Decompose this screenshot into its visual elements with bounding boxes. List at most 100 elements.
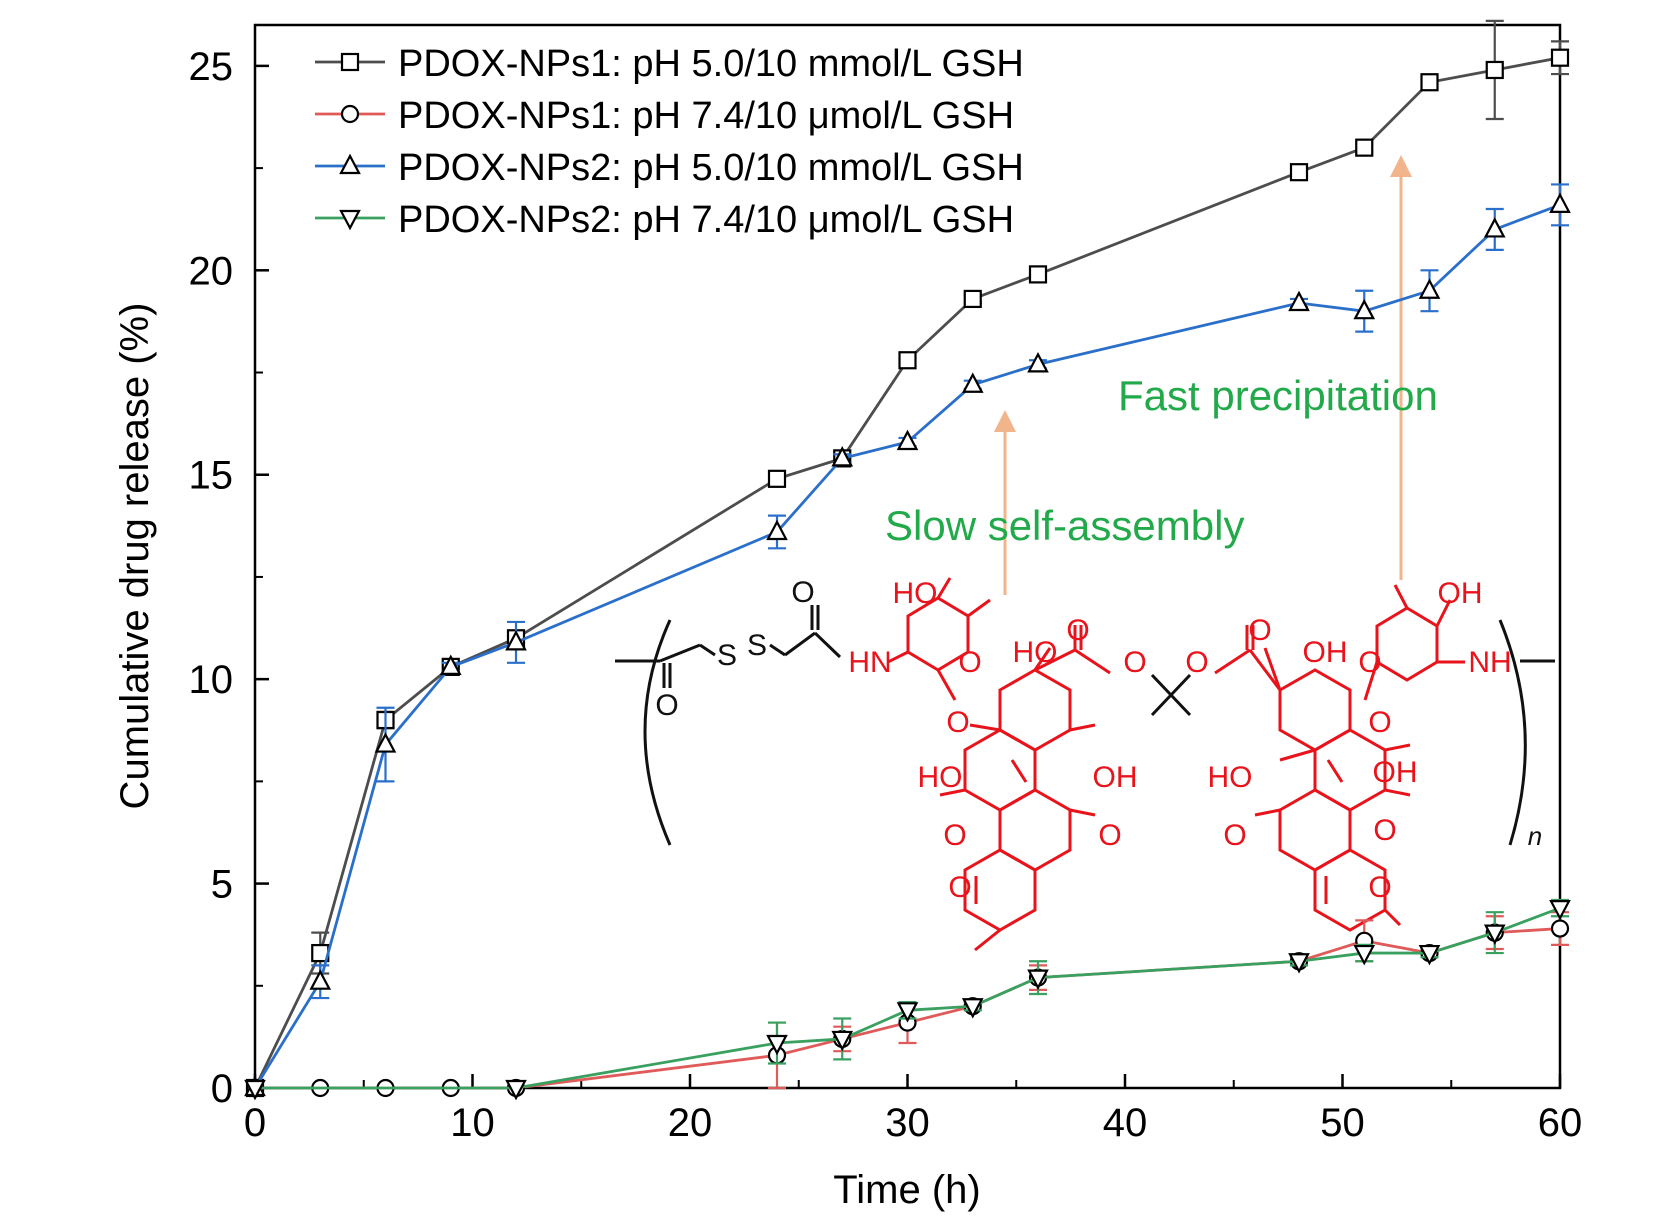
- label-ho-sugar: HO: [893, 577, 938, 610]
- label-o-ether-right: O: [1185, 646, 1208, 679]
- legend: PDOX-NPs1: pH 5.0/10 mmol/L GSH PDOX-NPs1…: [315, 43, 1024, 241]
- legend-entry-2: PDOX-NPs1: pH 7.4/10 μmol/L GSH: [315, 95, 1014, 137]
- data-point: [767, 469, 787, 488]
- data-point: [1027, 351, 1049, 373]
- x-tick-label: 0: [244, 1101, 266, 1145]
- y-tick-label: 10: [189, 658, 234, 702]
- data-point: [1485, 60, 1504, 80]
- data-point: [1288, 953, 1310, 974]
- data-point: [1028, 265, 1048, 284]
- data-point: [766, 1034, 788, 1056]
- data-point: [374, 732, 397, 753]
- data-point: [1027, 969, 1049, 990]
- x-tick-label: 30: [885, 1101, 930, 1145]
- data-point: [1288, 290, 1310, 312]
- series-4: [244, 898, 1571, 1101]
- legend-marker: [339, 153, 361, 175]
- axes-ticks: 0 10 20 30 40 50 60 0 5 10 15 20 25: [189, 45, 1583, 1145]
- data-point: [961, 998, 984, 1019]
- series-3: [244, 183, 1571, 1097]
- x-tick-label: 10: [450, 1101, 495, 1145]
- label-o-link-right: O: [1368, 706, 1391, 739]
- arrow-slow-head: [994, 410, 1016, 432]
- data-point: [1353, 944, 1376, 966]
- structure-labels: O O S S n HN NH HO OH O O O O HO OH O O …: [655, 576, 1542, 904]
- y-tick-label: 0: [211, 1067, 233, 1111]
- label-oh-sugar: OH: [1438, 577, 1483, 610]
- label-s2: S: [747, 629, 767, 662]
- data-point: [1420, 73, 1439, 92]
- label-oh-arom-right: OH: [1373, 756, 1418, 789]
- data-point: [439, 654, 462, 675]
- x-tick-label: 60: [1538, 1101, 1583, 1145]
- legend-entry-3: PDOX-NPs2: pH 5.0/10 mmol/L GSH: [315, 147, 1024, 189]
- label-o-ether-left: O: [1123, 646, 1146, 679]
- label-s1: S: [717, 639, 737, 672]
- data-point: [896, 429, 919, 451]
- data-point: [1550, 919, 1570, 938]
- x-tick-label: 40: [1103, 1101, 1148, 1145]
- data-point: [1355, 138, 1374, 157]
- data-point: [961, 372, 984, 393]
- label-o-keto-left: O: [1066, 614, 1089, 647]
- data-point: [1483, 924, 1506, 945]
- data-point: [309, 969, 332, 990]
- annotation-fast-precipitation: Fast precipitation: [1118, 372, 1438, 419]
- arrow-fast-head: [1390, 155, 1412, 177]
- legend-label: PDOX-NPs2: pH 7.4/10 μmol/L GSH: [398, 199, 1014, 241]
- data-point: [1418, 944, 1441, 966]
- x-axis-label: Time (h): [833, 1168, 980, 1212]
- label-methoxy-right: O: [1368, 871, 1391, 904]
- data-point: [505, 1079, 527, 1101]
- label-nh: NH: [1468, 646, 1511, 679]
- label-o-link-left: O: [946, 706, 969, 739]
- data-point: [896, 1002, 919, 1023]
- data-point: [1289, 163, 1309, 182]
- label-ho-quat-left: HO: [1013, 636, 1058, 669]
- series-line: [255, 906, 1561, 1090]
- data-point: [766, 519, 788, 541]
- label-ho-arom-right: HO: [1208, 761, 1253, 794]
- label-n: n: [1528, 821, 1542, 851]
- data-point: [898, 351, 917, 370]
- data-point: [1549, 192, 1571, 213]
- legend-entry-1: PDOX-NPs1: pH 5.0/10 mmol/L GSH: [315, 43, 1024, 85]
- y-axis-label: Cumulative drug release (%): [113, 303, 157, 810]
- annotation-slow-self-assembly: Slow self-assembly: [885, 502, 1244, 549]
- label-o-quinone-4: O: [1373, 814, 1396, 847]
- label-o-lower: O: [655, 689, 678, 722]
- label-o-keto-right: O: [1248, 614, 1271, 647]
- legend-entry-4: PDOX-NPs2: pH 7.4/10 μmol/L GSH: [315, 199, 1014, 241]
- y-tick-label: 25: [189, 45, 234, 89]
- data-point: [1549, 900, 1571, 921]
- legend-marker: [339, 209, 361, 231]
- arrows: [994, 155, 1412, 595]
- data-point: [1353, 298, 1376, 320]
- doxorubicin-red: [887, 577, 1465, 952]
- x-tick-label: 50: [1320, 1101, 1365, 1145]
- y-tick-label: 15: [189, 454, 234, 498]
- legend-marker: [340, 52, 360, 72]
- label-o-ring-left: O: [958, 646, 981, 679]
- legend-label: PDOX-NPs2: pH 5.0/10 mmol/L GSH: [398, 147, 1024, 189]
- data-point: [1418, 278, 1441, 299]
- data-point: [963, 289, 982, 309]
- label-methoxy-left: O: [948, 871, 971, 904]
- data-point: [244, 1079, 266, 1101]
- label-oh-quat-right: OH: [1303, 636, 1348, 669]
- data-point: [831, 1030, 854, 1052]
- y-tick-label: 5: [211, 863, 233, 907]
- linker-black: [615, 605, 1555, 846]
- data-point: [505, 630, 527, 651]
- x-tick-label: 20: [668, 1101, 713, 1145]
- label-oh-arom-left: OH: [1093, 761, 1138, 794]
- label-o-upper: O: [791, 576, 814, 609]
- data-point: [1550, 48, 1570, 67]
- y-tick-label: 20: [189, 249, 234, 293]
- series-layer: [244, 19, 1571, 1101]
- legend-marker: [340, 104, 360, 124]
- label-o-quinone-3: O: [1223, 819, 1246, 852]
- data-point: [831, 446, 854, 467]
- legend-label: PDOX-NPs1: pH 7.4/10 μmol/L GSH: [398, 95, 1014, 137]
